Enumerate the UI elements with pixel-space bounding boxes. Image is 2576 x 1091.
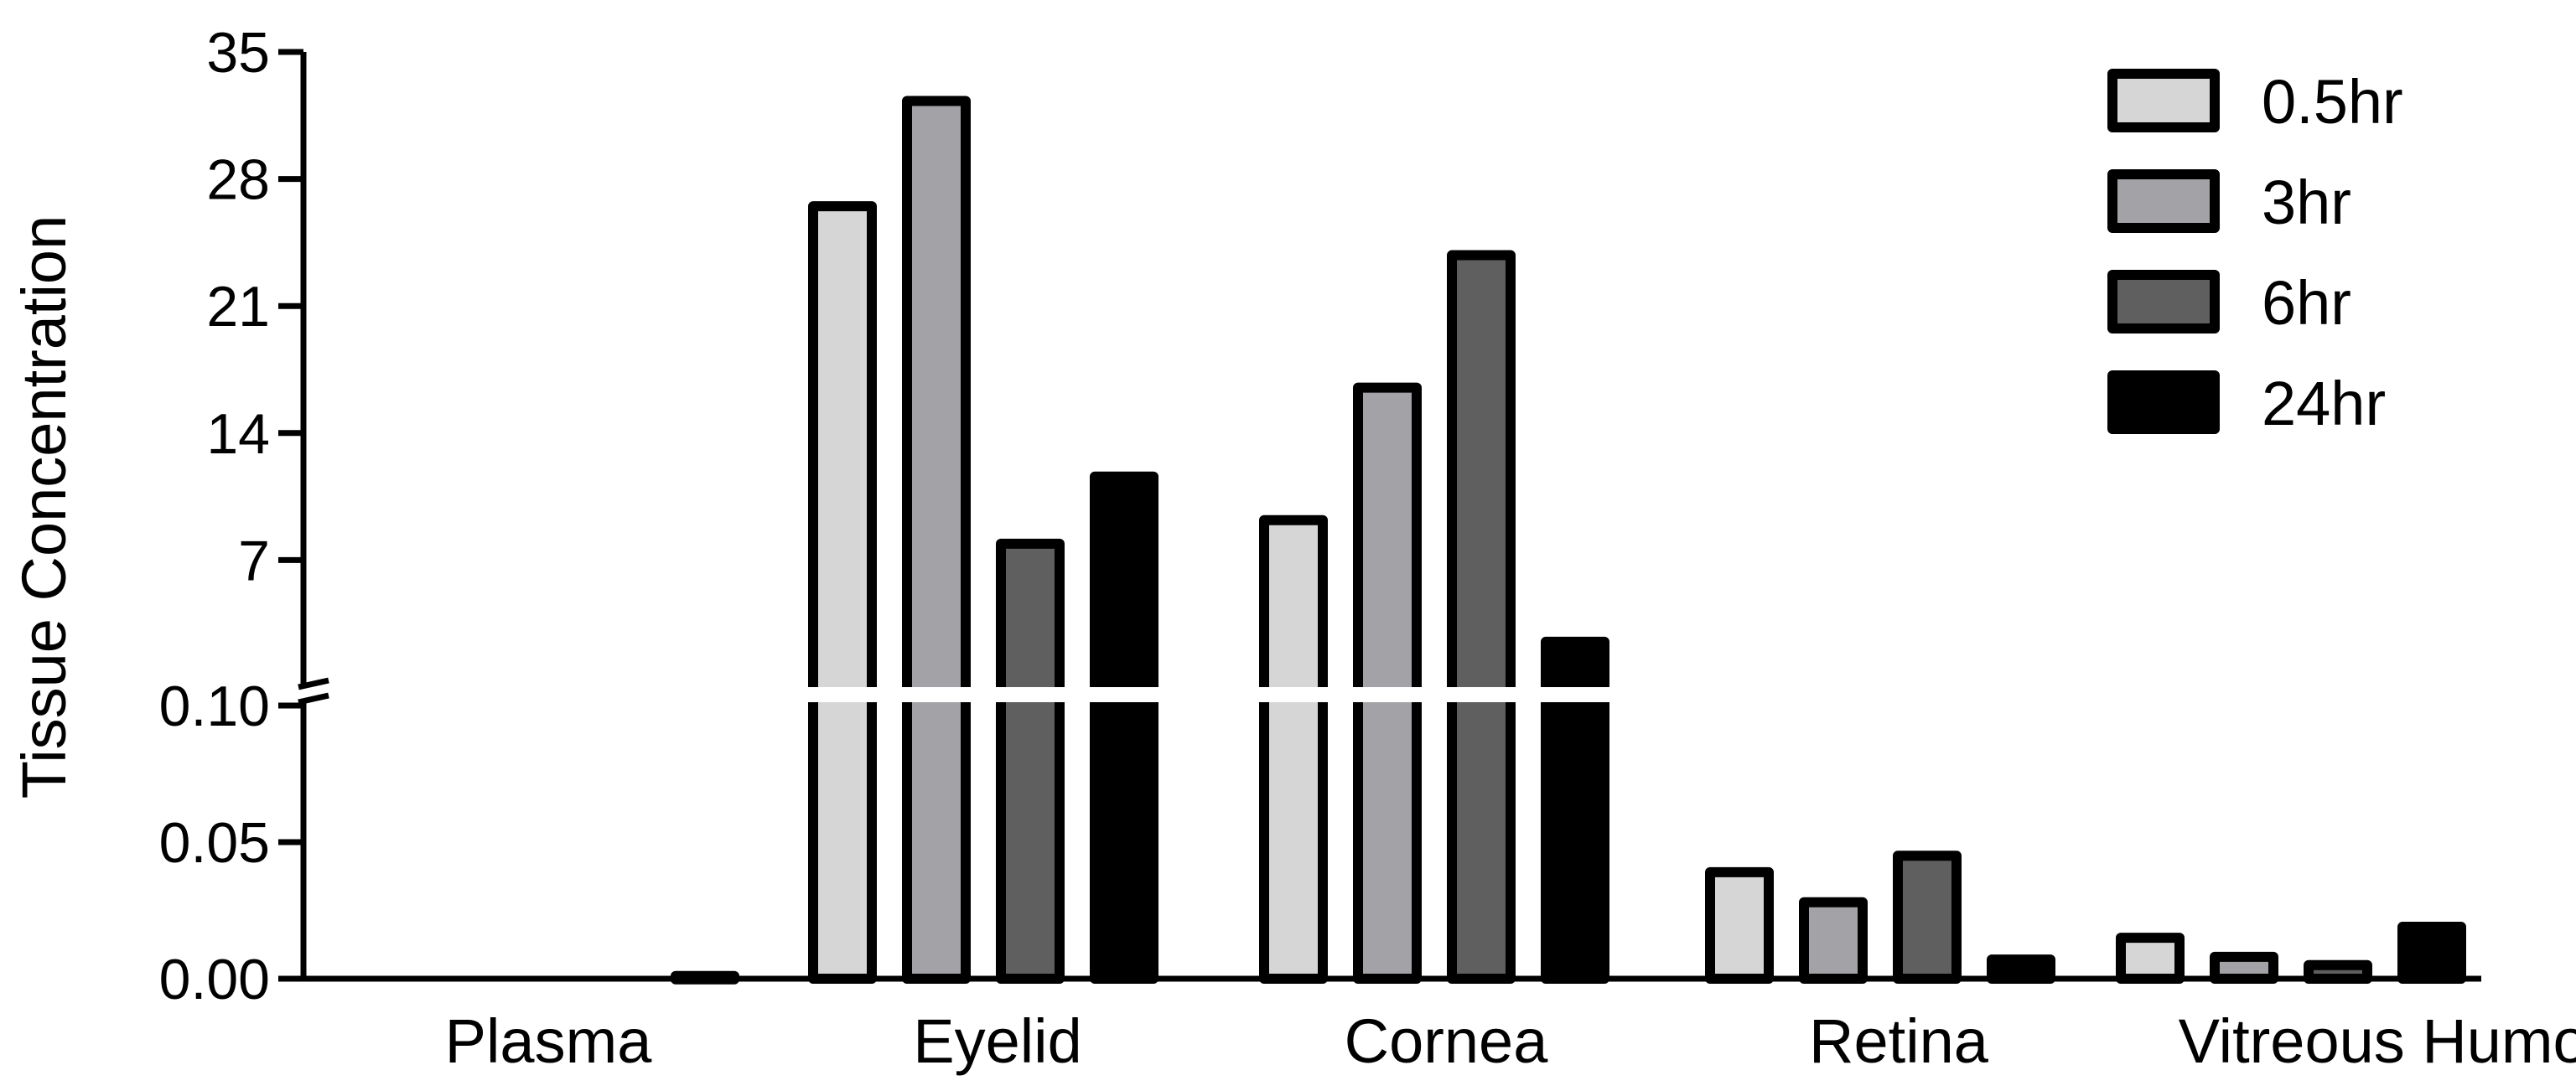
y-tick-label: 21: [206, 275, 270, 339]
bar-retina-3hr: [1799, 897, 1868, 984]
bar-break-gap: [1348, 687, 1427, 702]
category-label: Plasma: [445, 1006, 653, 1076]
bar-cornea-6hr: [1447, 250, 1516, 984]
category-label: Retina: [1809, 1006, 1989, 1076]
bar-eyelid-6hr: [996, 538, 1065, 984]
bar-break-gap: [803, 687, 882, 702]
bar-eyelid-3hr: [902, 96, 971, 985]
bar-break-gap: [1085, 687, 1164, 702]
axis-break: [287, 677, 1615, 706]
legend-label: 0.5hr: [2262, 67, 2403, 137]
bar-plasma-6hr: [671, 970, 739, 985]
bar-retina-24hr: [1987, 954, 2055, 985]
bar-retina-0.5hr: [1705, 866, 1774, 984]
bar-break-gap: [897, 687, 976, 702]
legend: 0.5hr 3hr 6hr 24hr: [2107, 67, 2403, 438]
y-axis-title: Tissue Concentration: [9, 215, 79, 799]
y-tick-label: 0.10: [159, 675, 270, 738]
bar-break-gap: [1254, 687, 1333, 702]
legend-swatch: [2107, 169, 2220, 233]
y-tick-label: 0.05: [159, 811, 270, 875]
legend-swatch: [2107, 370, 2220, 434]
category-label: Eyelid: [913, 1006, 1082, 1076]
bar-vitreous-humor-3hr: [2210, 951, 2278, 985]
y-tick-label: 14: [206, 402, 270, 466]
category-label: Vitreous Humor: [2179, 1006, 2576, 1076]
axis-break-mark: [298, 692, 329, 706]
y-tick-label: 7: [238, 529, 270, 592]
legend-label: 3hr: [2262, 168, 2351, 237]
y-tick-label: 28: [206, 148, 270, 212]
bar-cornea-0.5hr: [1259, 514, 1328, 984]
bar-eyelid-0.5hr: [808, 201, 877, 985]
bar-eyelid-24hr: [1090, 471, 1158, 984]
y-tick-label: 35: [206, 21, 270, 85]
bar-vitreous-humor-6hr: [2304, 959, 2372, 984]
bar-break-gap: [1442, 687, 1521, 702]
legend-label: 6hr: [2262, 268, 2351, 338]
bar-cornea-3hr: [1353, 382, 1422, 984]
legend-swatch: [2107, 69, 2220, 132]
bar-vitreous-humor-24hr: [2397, 922, 2466, 985]
bar-break-gap: [1536, 687, 1615, 702]
y-ticks: 0.00 0.05 0.10 7 14 21 28 35: [159, 21, 303, 1011]
bar-break-gap: [991, 687, 1070, 702]
legend-label: 24hr: [2262, 369, 2386, 438]
bar-retina-6hr: [1893, 851, 1962, 984]
bar-vitreous-humor-0.5hr: [2116, 933, 2185, 984]
bars: [671, 96, 2466, 985]
axis-break-mark: [298, 677, 329, 690]
legend-swatch: [2107, 270, 2220, 334]
category-label: Cornea: [1345, 1006, 1549, 1076]
y-tick-label: 0.00: [159, 948, 270, 1011]
category-labels: Plasma Eyelid Cornea Retina Vitreous Humor: [445, 1006, 2576, 1076]
